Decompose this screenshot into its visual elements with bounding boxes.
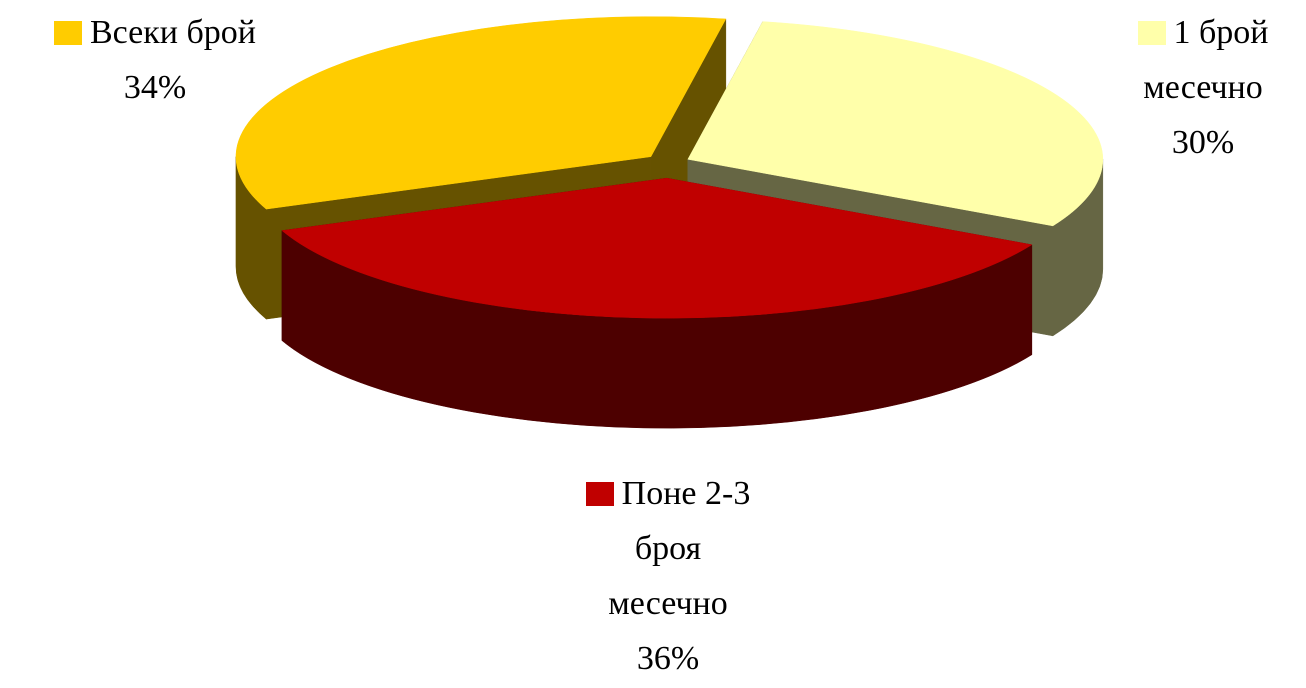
data-label: 1 брой месечно 30% (1100, 5, 1306, 170)
category-label: 1 брой месечно (1143, 14, 1269, 106)
data-label: Всеки брой 34% (10, 5, 300, 115)
value-label: 36% (636, 640, 700, 677)
legend-swatch (54, 21, 82, 45)
slice (687, 21, 1104, 227)
legend-swatch (1137, 21, 1166, 45)
value-label: 34% (123, 69, 187, 106)
category-label: Всеки брой (90, 14, 256, 51)
value-label: 30% (1171, 124, 1235, 161)
data-label: Поне 2-3 броя месечно 36% (573, 466, 763, 686)
slice (281, 177, 1033, 319)
slice (235, 16, 727, 210)
category-label: Поне 2-3 броя месечно (608, 475, 751, 622)
legend-swatch (585, 482, 614, 506)
